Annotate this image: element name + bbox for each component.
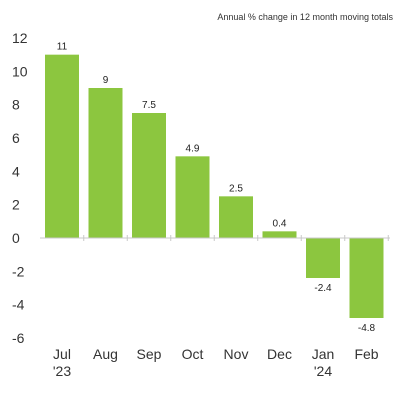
bar (306, 238, 340, 278)
y-axis-ticks: -6 -4 -2 0 2 4 6 8 10 12 (12, 30, 28, 346)
data-label: 7.5 (142, 100, 156, 111)
bar (45, 54, 79, 238)
y-tick-label: -4 (12, 297, 25, 313)
y-tick-label: 2 (12, 197, 20, 213)
x-tick-label: '24 (314, 363, 332, 379)
data-label: 9 (103, 75, 109, 86)
x-tick-label: Jan (312, 346, 335, 362)
y-tick-label: 0 (12, 230, 20, 246)
data-label: 11 (57, 42, 68, 53)
data-labels: 11 9 7.5 4.9 2.5 0.4 -2.4 -4.8 (57, 42, 376, 334)
data-label: 4.9 (186, 143, 200, 154)
y-tick-label: 10 (12, 63, 28, 79)
data-label: -2.4 (314, 283, 332, 294)
bars (45, 54, 384, 318)
bar (132, 113, 166, 238)
x-tick-label: '23 (53, 363, 71, 379)
data-label: 0.4 (273, 218, 287, 229)
y-tick-label: -6 (12, 330, 25, 346)
y-tick-label: 8 (12, 97, 20, 113)
data-label: 2.5 (229, 183, 243, 194)
x-tick-label: Oct (182, 346, 204, 362)
bar (219, 196, 253, 238)
bar (175, 156, 210, 238)
bar (88, 88, 123, 238)
y-tick-label: -2 (12, 263, 25, 279)
x-axis-ticks: Jul'23 Aug Sep Oct Nov Dec Jan'24 Feb (53, 346, 379, 379)
chart-subtitle: Annual % change in 12 month moving total… (217, 12, 393, 22)
x-tick-label: Jul (53, 346, 71, 362)
y-tick-label: 4 (12, 163, 20, 179)
x-tick-label: Sep (137, 346, 162, 362)
x-tick-label: Dec (267, 346, 292, 362)
y-tick-label: 6 (12, 130, 20, 146)
data-label: -4.8 (358, 323, 376, 334)
bar (349, 238, 384, 318)
x-tick-label: Nov (224, 346, 249, 362)
zero-axis (40, 235, 390, 241)
x-tick-label: Aug (93, 346, 118, 362)
bar (262, 231, 297, 238)
y-tick-label: 12 (12, 30, 28, 46)
x-tick-label: Feb (354, 346, 378, 362)
